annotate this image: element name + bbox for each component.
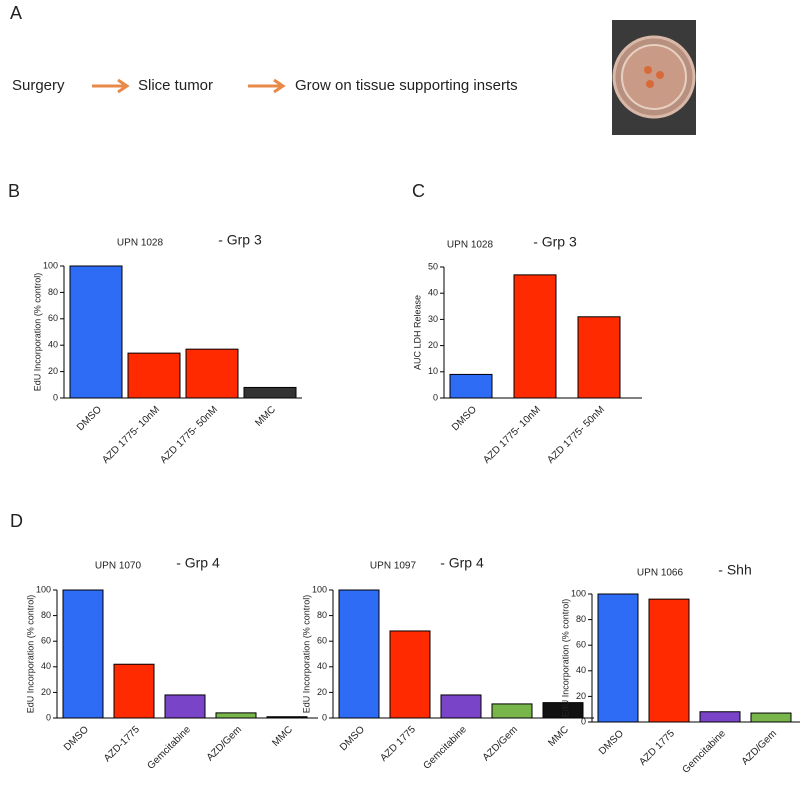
y-tick-label: 20: [428, 340, 438, 350]
bar: [164, 694, 206, 719]
bar: [648, 598, 690, 723]
chart-title: UPN 1066: [637, 568, 684, 579]
y-tick-label: 80: [48, 287, 58, 297]
y-tick-label: 20: [48, 366, 58, 376]
y-tick-label: 100: [43, 260, 58, 270]
bar: [69, 265, 123, 399]
chart-title: UPN 1028: [447, 240, 494, 251]
y-axis-label: EdU Incorporation (% control): [32, 273, 42, 392]
bar: [266, 716, 308, 719]
bar: [513, 274, 557, 399]
y-axis-label: EdU Incorporation (% control): [25, 595, 35, 714]
y-tick-label: 0: [433, 392, 438, 402]
x-tick-label: MMC: [546, 724, 571, 749]
x-tick-label: AZD 1775: [378, 724, 418, 764]
bar: [449, 373, 493, 399]
x-tick-label: AZD 1775- 10nM: [100, 404, 162, 466]
y-tick-label: 40: [48, 340, 58, 350]
y-tick-label: 60: [576, 640, 586, 650]
panel-label: A: [10, 3, 22, 23]
x-tick-label: DMSO: [450, 404, 479, 433]
chart-title: UPN 1028: [117, 238, 164, 249]
y-tick-label: 50: [428, 261, 438, 271]
x-tick-label: Gemcitabine: [681, 728, 729, 776]
y-tick-label: 10: [428, 366, 438, 376]
x-tick-label: AZD/Gem: [481, 724, 520, 763]
chart-group: - Shh: [718, 562, 751, 578]
panel-label: D: [10, 511, 23, 531]
y-axis-label: EdU Incorporation (% control): [560, 599, 570, 718]
y-tick-label: 0: [46, 712, 51, 722]
bar: [699, 711, 741, 723]
arrow: [92, 78, 286, 94]
bar: [127, 352, 181, 399]
x-tick-label: MMC: [253, 404, 278, 429]
chart-group: - Grp 4: [440, 555, 484, 571]
bar: [243, 386, 297, 399]
x-tick-label: Gemcitabine: [422, 724, 470, 772]
x-tick-label: AZD/Gem: [205, 724, 244, 763]
y-tick-label: 60: [317, 636, 327, 646]
bar: [185, 348, 239, 399]
x-tick-label: DMSO: [75, 404, 104, 433]
y-tick-label: 40: [576, 665, 586, 675]
x-tick-label: MMC: [270, 724, 295, 749]
y-axis-label: EdU Incorporation (% control): [301, 595, 311, 714]
x-tick-label: DMSO: [597, 728, 626, 757]
y-tick-label: 20: [41, 687, 51, 697]
chart-group: - Grp 3: [533, 234, 577, 250]
x-tick-label: AZD 1775- 50nM: [158, 404, 220, 466]
y-tick-label: 0: [322, 712, 327, 722]
y-tick-label: 100: [36, 584, 51, 594]
x-tick-label: Gemcitabine: [146, 724, 194, 772]
y-axis-label: AUC LDH Release: [412, 295, 422, 370]
y-tick-label: 20: [576, 691, 586, 701]
chart-title: UPN 1097: [370, 561, 417, 572]
y-tick-label: 80: [576, 614, 586, 624]
y-tick-label: 80: [317, 610, 327, 620]
x-tick-label: AZD-1775: [102, 724, 142, 764]
bar: [62, 589, 104, 719]
y-tick-label: 0: [581, 716, 586, 726]
insert-photo: [612, 20, 696, 135]
bar: [215, 712, 257, 719]
y-tick-label: 20: [317, 687, 327, 697]
bar: [542, 702, 584, 719]
panel-label: B: [8, 181, 20, 201]
bar: [577, 316, 621, 399]
y-tick-label: 100: [571, 588, 586, 598]
workflow-step: Grow on tissue supporting inserts: [295, 77, 518, 94]
bar: [750, 712, 792, 723]
x-tick-label: AZD 1775- 10nM: [481, 404, 543, 466]
panel-label: C: [412, 181, 425, 201]
y-tick-label: 40: [41, 661, 51, 671]
y-tick-label: 100: [312, 584, 327, 594]
x-tick-label: DMSO: [62, 724, 91, 753]
y-tick-label: 30: [428, 314, 438, 324]
y-tick-label: 40: [317, 661, 327, 671]
workflow-step: Slice tumor: [138, 77, 213, 94]
bar: [338, 589, 380, 719]
y-tick-label: 0: [53, 392, 58, 402]
bar: [389, 630, 431, 719]
chart-title: UPN 1070: [95, 561, 142, 572]
bar: [491, 703, 533, 719]
y-tick-label: 60: [48, 313, 58, 323]
bar: [597, 593, 639, 723]
x-tick-label: AZD 1775- 50nM: [545, 404, 607, 466]
y-tick-label: 80: [41, 610, 51, 620]
x-tick-label: AZD 1775: [637, 728, 677, 768]
x-tick-label: AZD/Gem: [740, 728, 779, 767]
x-tick-label: DMSO: [338, 724, 367, 753]
bar: [113, 663, 155, 719]
y-tick-label: 60: [41, 636, 51, 646]
chart-group: - Grp 4: [176, 555, 220, 571]
y-tick-label: 40: [428, 288, 438, 298]
workflow-step: Surgery: [12, 77, 65, 94]
bar: [440, 694, 482, 719]
chart-group: - Grp 3: [218, 232, 262, 248]
